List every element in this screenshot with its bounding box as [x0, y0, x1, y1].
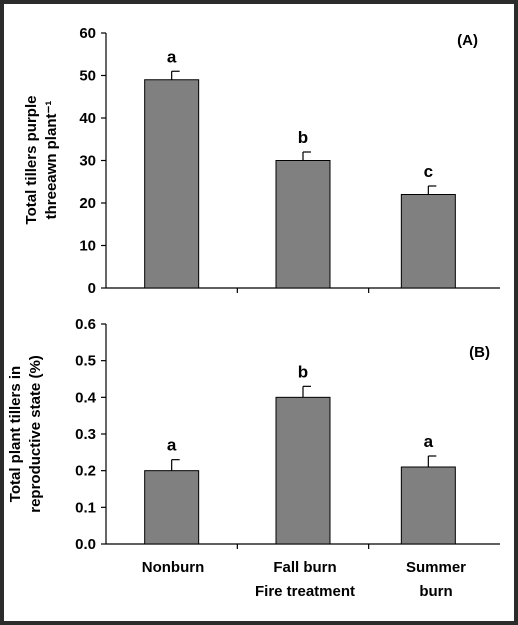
x-tick-labels: Nonburn Fall burn Summer burn Fire treat…	[142, 559, 466, 600]
panel-a-y-tick-label: 30	[79, 153, 96, 170]
panel-a-y-tick-label: 60	[79, 25, 96, 42]
panel-b-significance-letter-2: b	[298, 362, 308, 381]
panel-a-significance-letter-3: c	[424, 162, 433, 181]
panel-b-y-label-line1: Total plant tillers in	[7, 366, 24, 502]
x-tick-label-fall-burn: Fall burn	[273, 559, 336, 576]
panel-a-y-label-line2: threeawn plant⁻¹	[43, 101, 60, 220]
panel-b-significance-letter-1: a	[167, 436, 177, 455]
panel-b-y-tick-label: 0.2	[75, 463, 96, 480]
panel-b-label: (B)	[469, 344, 490, 361]
panel-b-y-tick-label: 0.4	[75, 389, 97, 406]
panel-b-y-tick-label: 0.3	[75, 426, 96, 443]
panel-b-y-tick-label: 0.5	[75, 353, 96, 370]
panel-a-label: (A)	[457, 32, 478, 49]
panel-a: (A) Total tillers purple threeawn plant⁻…	[23, 25, 500, 297]
panel-b: (B) Total plant tillers in reproductive …	[7, 316, 500, 553]
panel-a-y-tick-label: 50	[79, 68, 96, 85]
panel-b-y-tick-label: 0.1	[75, 499, 96, 516]
panel-a-bar-1	[144, 79, 200, 289]
panel-a-bar-3	[400, 194, 456, 289]
panel-a-significance-letter-1: a	[167, 47, 177, 66]
panel-b-bar-3	[400, 466, 456, 545]
panel-a-y-tick-label: 20	[79, 195, 96, 212]
panel-a-y-tick-label: 0	[88, 280, 96, 297]
panel-b-y-tick-label: 0.6	[75, 316, 96, 333]
panel-a-y-label-line1: Total tillers purple	[23, 96, 40, 225]
x-tick-label-summer-burn-line1: Summer	[406, 559, 466, 576]
panel-b-y-tick-label: 0.0	[75, 536, 96, 553]
panel-b-bar-2	[275, 396, 331, 545]
panel-b-y-label-line2: reproductive state (%)	[27, 355, 44, 513]
panel-a-y-tick-label: 40	[79, 110, 96, 127]
x-tick-label-summer-burn-line2: burn	[419, 583, 452, 600]
panel-b-significance-letter-3: a	[424, 432, 434, 451]
panel-b-bar-1	[144, 470, 200, 545]
panel-a-y-tick-label: 10	[79, 238, 96, 255]
panel-a-bar-2	[275, 160, 331, 289]
x-axis-title: Fire treatment	[255, 583, 355, 600]
panel-a-significance-letter-2: b	[298, 128, 308, 147]
x-tick-label-nonburn: Nonburn	[142, 559, 204, 576]
